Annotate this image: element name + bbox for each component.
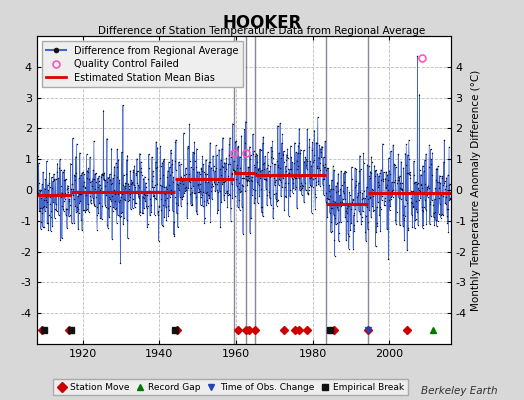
Legend: Station Move, Record Gap, Time of Obs. Change, Empirical Break: Station Move, Record Gap, Time of Obs. C… [53, 379, 408, 396]
Text: Berkeley Earth: Berkeley Earth [421, 386, 498, 396]
Y-axis label: Monthly Temperature Anomaly Difference (°C): Monthly Temperature Anomaly Difference (… [471, 69, 481, 311]
Text: HOOKER: HOOKER [222, 14, 302, 32]
Legend: Difference from Regional Average, Quality Control Failed, Estimated Station Mean: Difference from Regional Average, Qualit… [41, 41, 243, 87]
Text: Difference of Station Temperature Data from Regional Average: Difference of Station Temperature Data f… [99, 26, 425, 36]
